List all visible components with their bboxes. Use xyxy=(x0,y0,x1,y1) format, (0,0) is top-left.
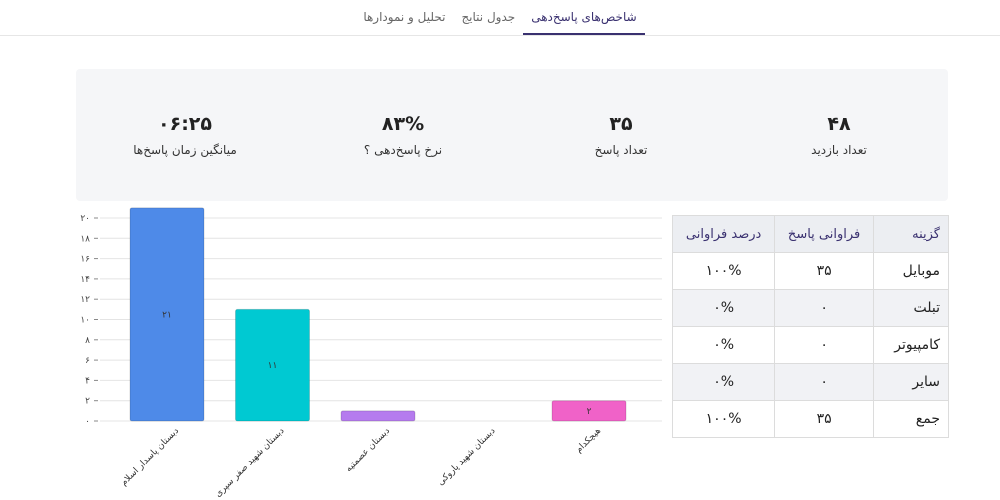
stat-value: ۳۵ xyxy=(609,113,633,135)
tab-response-metrics[interactable]: شاخص‌های پاسخ‌دهی xyxy=(523,0,645,35)
cell: کامپیوتر xyxy=(873,326,949,364)
stat-avg-time: ۰۶:۲۵ میانگین زمان پاسخ‌ها xyxy=(76,69,294,201)
stats-panel: ۴۸ تعداد بازدید ۳۵ تعداد پاسخ ۸۳% نرخ پاسخ‌… xyxy=(76,69,948,201)
cell: ۳۵ xyxy=(774,400,874,438)
x-tick-label: دبستان شهید صفر سپری xyxy=(213,426,286,499)
y-tick-label: ۴ xyxy=(85,376,90,386)
y-tick-label: ۰ xyxy=(85,417,90,427)
y-tick-label: ۲۰ xyxy=(80,214,90,224)
bar-data-label: ۱۱ xyxy=(268,361,278,371)
y-tick-label: ۶ xyxy=(85,356,90,366)
stat-visits: ۴۸ تعداد بازدید xyxy=(730,69,948,201)
tab-bar: شاخص‌های پاسخ‌دهی جدول نتایج تحلیل و نمو… xyxy=(0,0,1000,36)
cell: جمع xyxy=(873,400,949,438)
y-tick-label: ۱۴ xyxy=(80,275,90,285)
header-percent: درصد فراوانی xyxy=(671,215,776,253)
header-option: گزینه xyxy=(873,215,949,253)
table-row: کامپیوتر ۰ ۰% xyxy=(671,326,949,364)
stat-value: ۰۶:۲۵ xyxy=(158,113,212,135)
y-tick-label: ۱۰ xyxy=(80,316,90,326)
x-tick-label: دبستان شهید پاروکی xyxy=(436,426,498,488)
table-row: تبلت ۰ ۰% xyxy=(671,289,949,327)
cell: ۰ xyxy=(774,289,874,327)
x-tick-label: دبستان عصمتیه xyxy=(344,426,392,474)
bar xyxy=(235,308,310,422)
cell: ۰% xyxy=(671,363,776,401)
bar-data-label: ۲۱ xyxy=(162,310,172,320)
table-header-row: گزینه فراوانی پاسخ درصد فراوانی xyxy=(671,215,949,253)
device-frequency-table: گزینه فراوانی پاسخ درصد فراوانی موبایل ۳۵… xyxy=(671,215,949,438)
stat-label: نرخ پاسخ‌دهی ؟ xyxy=(363,143,443,157)
cell: ۰ xyxy=(774,363,874,401)
bar xyxy=(129,207,205,422)
y-tick-label: ۸ xyxy=(85,336,90,346)
bar xyxy=(340,410,416,422)
cell: ۱۰۰% xyxy=(671,400,776,438)
table-row: سایر ۰ ۰% xyxy=(671,363,949,401)
stat-response-rate: ۸۳% نرخ پاسخ‌دهی ؟ xyxy=(294,69,512,201)
cell: موبایل xyxy=(873,252,949,290)
cell: ۳۵ xyxy=(774,252,874,290)
x-tick-label: هیچکدام xyxy=(574,426,603,455)
bar xyxy=(551,400,627,422)
y-tick-label: ۱۶ xyxy=(80,255,90,265)
cell: سایر xyxy=(873,363,949,401)
tab-results-table[interactable]: جدول نتایج xyxy=(461,10,516,24)
cell: ۱۰۰% xyxy=(671,252,776,290)
tab-analysis-charts[interactable]: تحلیل و نمودارها xyxy=(363,10,446,24)
stat-label: تعداد بازدید xyxy=(811,143,867,157)
stat-label: میانگین زمان پاسخ‌ها xyxy=(133,143,237,157)
cell: تبلت xyxy=(873,289,949,327)
stat-value: ۴۸ xyxy=(827,113,851,135)
stat-value: ۸۳% xyxy=(381,113,425,135)
stat-label: تعداد پاسخ xyxy=(594,143,648,157)
bar-data-label: ۲ xyxy=(587,407,592,417)
x-tick-label: دبستان پاسدار اسلام xyxy=(119,426,181,488)
header-frequency: فراوانی پاسخ xyxy=(774,215,874,253)
y-tick-label: ۱۲ xyxy=(80,295,90,305)
y-tick-label: ۲ xyxy=(85,397,90,407)
y-tick-label: ۱۸ xyxy=(80,234,90,244)
table-row-total: جمع ۳۵ ۱۰۰% xyxy=(671,400,949,438)
cell: ۰% xyxy=(671,326,776,364)
table-row: موبایل ۳۵ ۱۰۰% xyxy=(671,252,949,290)
stat-responses: ۳۵ تعداد پاسخ xyxy=(512,69,730,201)
cell: ۰% xyxy=(671,289,776,327)
bar-chart: ۰ ۲ ۴ ۶ ۸ ۱۰ ۱۲ ۱۴ ۱۶ ۱۸ ۲۰ ۲۱ دبستان پاسدار اسلام ۱۱… xyxy=(80,207,662,499)
cell: ۰ xyxy=(774,326,874,364)
